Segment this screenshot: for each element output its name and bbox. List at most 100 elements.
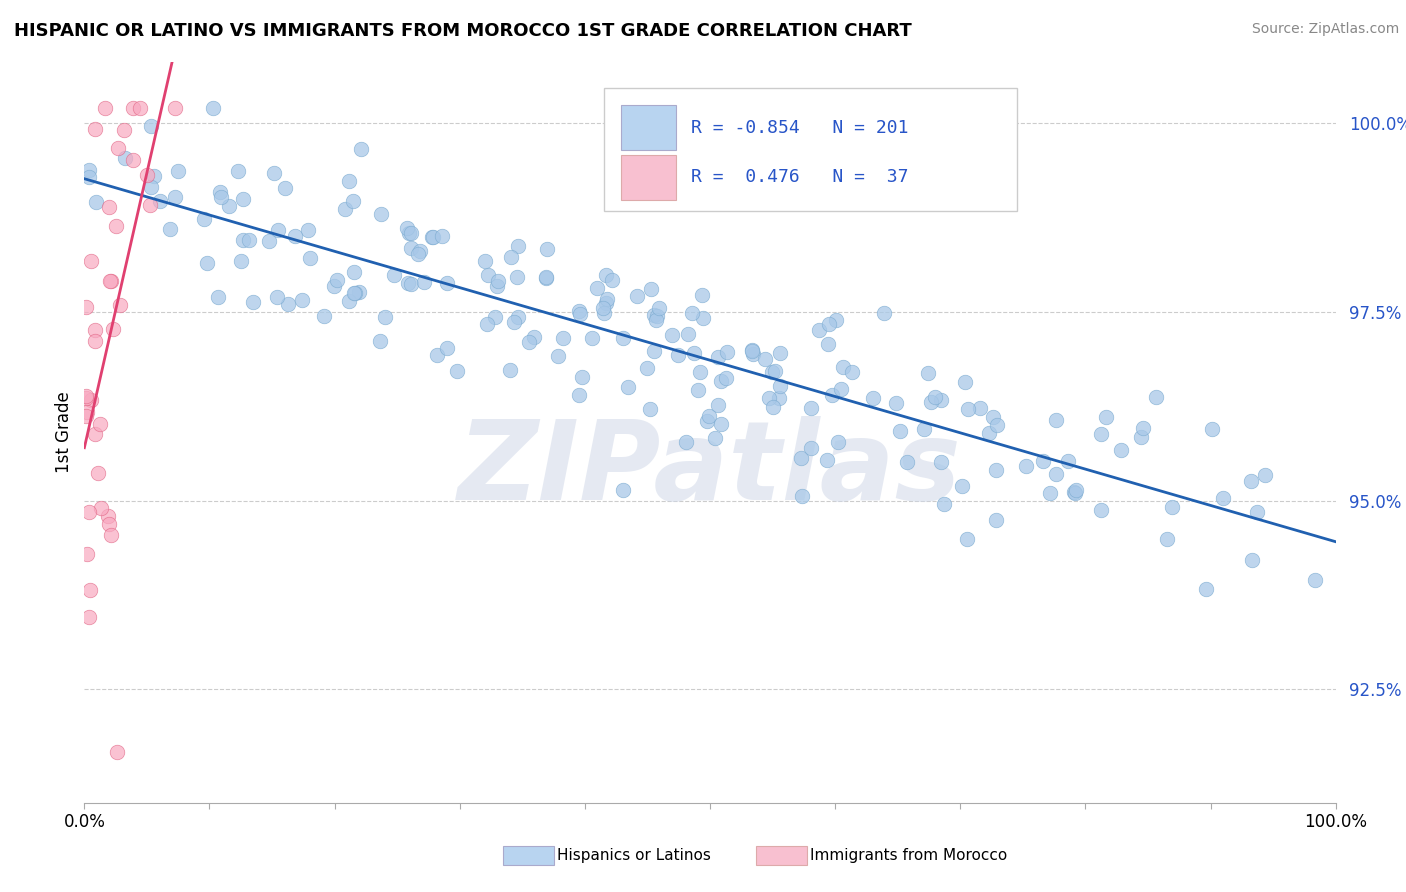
- Point: [568, 307, 591, 321]
- Point: [768, 391, 790, 405]
- Point: [692, 310, 714, 325]
- Point: [956, 532, 979, 546]
- Point: [382, 268, 405, 282]
- Point: [142, 169, 165, 183]
- Point: [135, 168, 157, 182]
- Point: [368, 334, 391, 348]
- Point: [77, 162, 100, 177]
- Point: [666, 348, 689, 362]
- Point: [986, 462, 1008, 476]
- Point: [76, 405, 98, 419]
- Point: [790, 450, 813, 465]
- Point: [77, 170, 100, 185]
- Point: [884, 396, 907, 410]
- Point: [924, 390, 946, 404]
- Point: [1201, 422, 1223, 436]
- Point: [638, 401, 661, 416]
- Point: [912, 422, 935, 436]
- Point: [242, 294, 264, 309]
- Point: [84, 195, 107, 210]
- Point: [112, 123, 135, 137]
- Point: [263, 166, 285, 180]
- Text: Immigrants from Morocco: Immigrants from Morocco: [810, 848, 1007, 863]
- Point: [769, 378, 792, 392]
- Point: [862, 391, 884, 405]
- Point: [228, 164, 250, 178]
- Point: [347, 285, 370, 299]
- Point: [763, 364, 786, 378]
- Point: [1246, 504, 1268, 518]
- Point: [710, 417, 733, 431]
- Point: [758, 391, 780, 405]
- Point: [266, 290, 288, 304]
- Point: [981, 409, 1004, 424]
- Point: [350, 142, 373, 156]
- Point: [343, 286, 366, 301]
- Point: [817, 337, 839, 351]
- Point: [159, 222, 181, 236]
- Point: [536, 242, 558, 256]
- Point: [413, 275, 436, 289]
- Point: [1156, 532, 1178, 546]
- Point: [395, 220, 418, 235]
- Point: [475, 318, 498, 332]
- Point: [426, 348, 449, 362]
- Point: [661, 328, 683, 343]
- Text: R =  0.476   N =  37: R = 0.476 N = 37: [692, 169, 908, 186]
- Point: [1063, 485, 1085, 500]
- Point: [76, 548, 98, 562]
- Point: [149, 194, 172, 209]
- Point: [139, 180, 162, 194]
- Point: [139, 198, 162, 212]
- Point: [326, 273, 349, 287]
- Point: [1212, 491, 1234, 505]
- Point: [929, 455, 952, 469]
- Point: [986, 417, 1008, 432]
- Point: [567, 388, 589, 402]
- Point: [195, 255, 218, 269]
- Point: [551, 331, 574, 345]
- Point: [682, 345, 704, 359]
- Point: [741, 343, 763, 358]
- Point: [586, 281, 609, 295]
- Point: [710, 374, 733, 388]
- Point: [100, 274, 122, 288]
- Point: [1064, 483, 1087, 498]
- Point: [523, 330, 546, 344]
- Point: [333, 202, 356, 216]
- Point: [818, 317, 841, 331]
- Point: [1111, 442, 1133, 457]
- Point: [129, 101, 152, 115]
- Point: [517, 335, 540, 350]
- Point: [889, 424, 911, 438]
- Point: [690, 287, 713, 301]
- Point: [339, 294, 361, 309]
- Point: [436, 276, 458, 290]
- Point: [98, 274, 121, 288]
- Point: [984, 512, 1007, 526]
- Point: [343, 265, 366, 279]
- Point: [399, 241, 422, 255]
- Point: [436, 341, 458, 355]
- Point: [1132, 420, 1154, 434]
- Point: [101, 322, 124, 336]
- Point: [742, 347, 765, 361]
- Point: [689, 366, 711, 380]
- Point: [686, 383, 709, 397]
- Point: [322, 279, 344, 293]
- Point: [370, 206, 392, 220]
- Point: [277, 296, 299, 310]
- Point: [716, 345, 738, 359]
- Point: [218, 198, 240, 212]
- Point: [841, 365, 863, 379]
- Point: [977, 426, 1000, 441]
- Point: [762, 401, 785, 415]
- Point: [950, 479, 973, 493]
- Point: [1144, 390, 1167, 404]
- Text: Source: ZipAtlas.com: Source: ZipAtlas.com: [1251, 22, 1399, 37]
- Point: [600, 273, 623, 287]
- Point: [612, 331, 634, 345]
- Point: [238, 233, 260, 247]
- Point: [312, 310, 335, 324]
- Point: [830, 382, 852, 396]
